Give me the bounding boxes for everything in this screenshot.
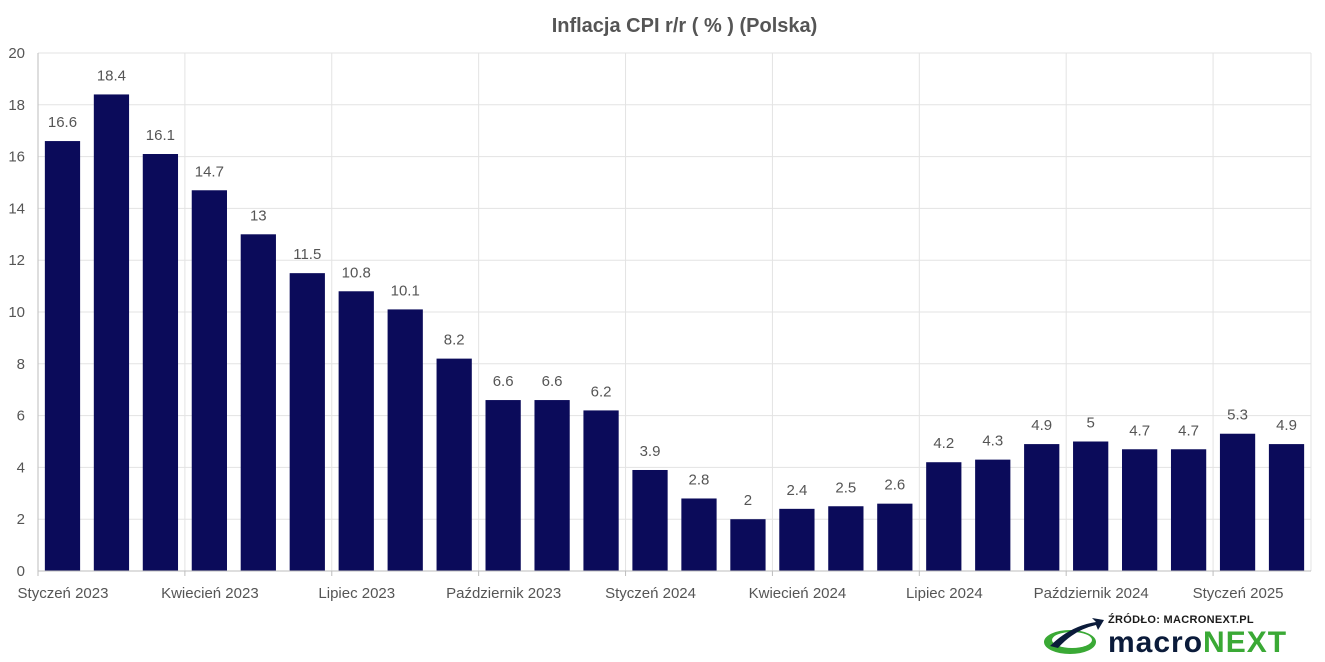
data-label: 10.8 [342, 264, 371, 281]
bar [926, 462, 962, 571]
data-label: 4.9 [1031, 417, 1052, 434]
bar [93, 94, 130, 571]
y-tick-label: 0 [17, 563, 25, 580]
y-tick-label: 6 [17, 408, 25, 425]
bar [1170, 449, 1207, 571]
y-tick-label: 16 [8, 149, 25, 166]
x-tick-label: Kwiecień 2024 [749, 585, 847, 602]
bar [1219, 433, 1256, 571]
data-label: 18.4 [97, 67, 126, 84]
x-tick-label: Styczeń 2023 [18, 585, 109, 602]
data-label: 4.2 [933, 435, 954, 452]
bar [44, 141, 81, 571]
x-tick-label: Styczeń 2025 [1193, 585, 1284, 602]
data-label: 11.5 [293, 246, 321, 263]
data-label: 14.7 [195, 163, 224, 180]
bar [289, 273, 325, 571]
chart-title: Inflacja CPI r/r ( % ) (Polska) [552, 15, 818, 37]
bar [1024, 444, 1060, 571]
bar [1073, 441, 1109, 571]
brand-part1: macro [1108, 626, 1204, 659]
bar [877, 503, 913, 571]
bar [191, 190, 227, 571]
bar [387, 309, 423, 571]
bar [975, 459, 1011, 571]
data-label: 16.1 [146, 127, 175, 144]
data-label: 13 [250, 207, 267, 224]
bar [485, 400, 521, 571]
y-tick-label: 20 [8, 45, 25, 62]
bar [534, 400, 570, 571]
bar [828, 506, 864, 571]
bar [1122, 449, 1158, 571]
y-tick-label: 4 [17, 459, 25, 476]
data-label: 6.6 [542, 373, 563, 390]
data-label: 2.6 [884, 477, 905, 494]
bar [632, 469, 668, 571]
bar [583, 410, 619, 571]
bar [730, 519, 766, 571]
y-tick-label: 12 [8, 252, 25, 269]
data-label: 5 [1087, 415, 1095, 432]
y-tick-label: 18 [8, 97, 25, 114]
data-label: 3.9 [640, 443, 661, 460]
bar [338, 291, 374, 571]
bar [1268, 444, 1305, 571]
data-label: 4.7 [1178, 422, 1199, 439]
bar [240, 234, 276, 572]
x-tick-label: Lipiec 2024 [906, 585, 983, 602]
x-tick-label: Styczeń 2024 [605, 585, 696, 602]
data-label: 2 [744, 492, 752, 509]
data-label: 8.2 [444, 332, 465, 349]
data-label: 5.3 [1227, 407, 1248, 424]
data-label: 10.1 [391, 282, 420, 299]
x-tick-label: Kwiecień 2023 [161, 585, 259, 602]
bar [681, 498, 717, 571]
bar [779, 508, 815, 571]
brand-part2: NEXT [1203, 626, 1288, 659]
swoosh-arrow-icon [1044, 618, 1104, 654]
x-tick-label: Październik 2024 [1034, 585, 1149, 602]
data-label: 4.9 [1276, 417, 1297, 434]
data-label: 6.2 [591, 383, 612, 400]
y-tick-label: 2 [17, 511, 25, 528]
y-tick-label: 8 [17, 356, 25, 373]
x-tick-label: Lipiec 2023 [318, 585, 395, 602]
data-label: 4.3 [982, 433, 1003, 450]
bar [436, 358, 472, 571]
data-label: 6.6 [493, 373, 514, 390]
data-label: 2.5 [835, 479, 856, 496]
source-label: ŹRÓDŁO: MACRONEXT.PL [1108, 614, 1254, 626]
data-label: 2.8 [689, 471, 710, 488]
data-label: 4.7 [1129, 422, 1150, 439]
bar [142, 154, 179, 571]
data-label: 2.4 [786, 482, 807, 499]
y-tick-label: 14 [8, 200, 25, 217]
data-label: 16.6 [48, 114, 77, 131]
x-tick-label: Październik 2023 [446, 585, 561, 602]
brand-logo: macroNEXT [1108, 628, 1287, 658]
y-tick-label: 10 [8, 304, 25, 321]
